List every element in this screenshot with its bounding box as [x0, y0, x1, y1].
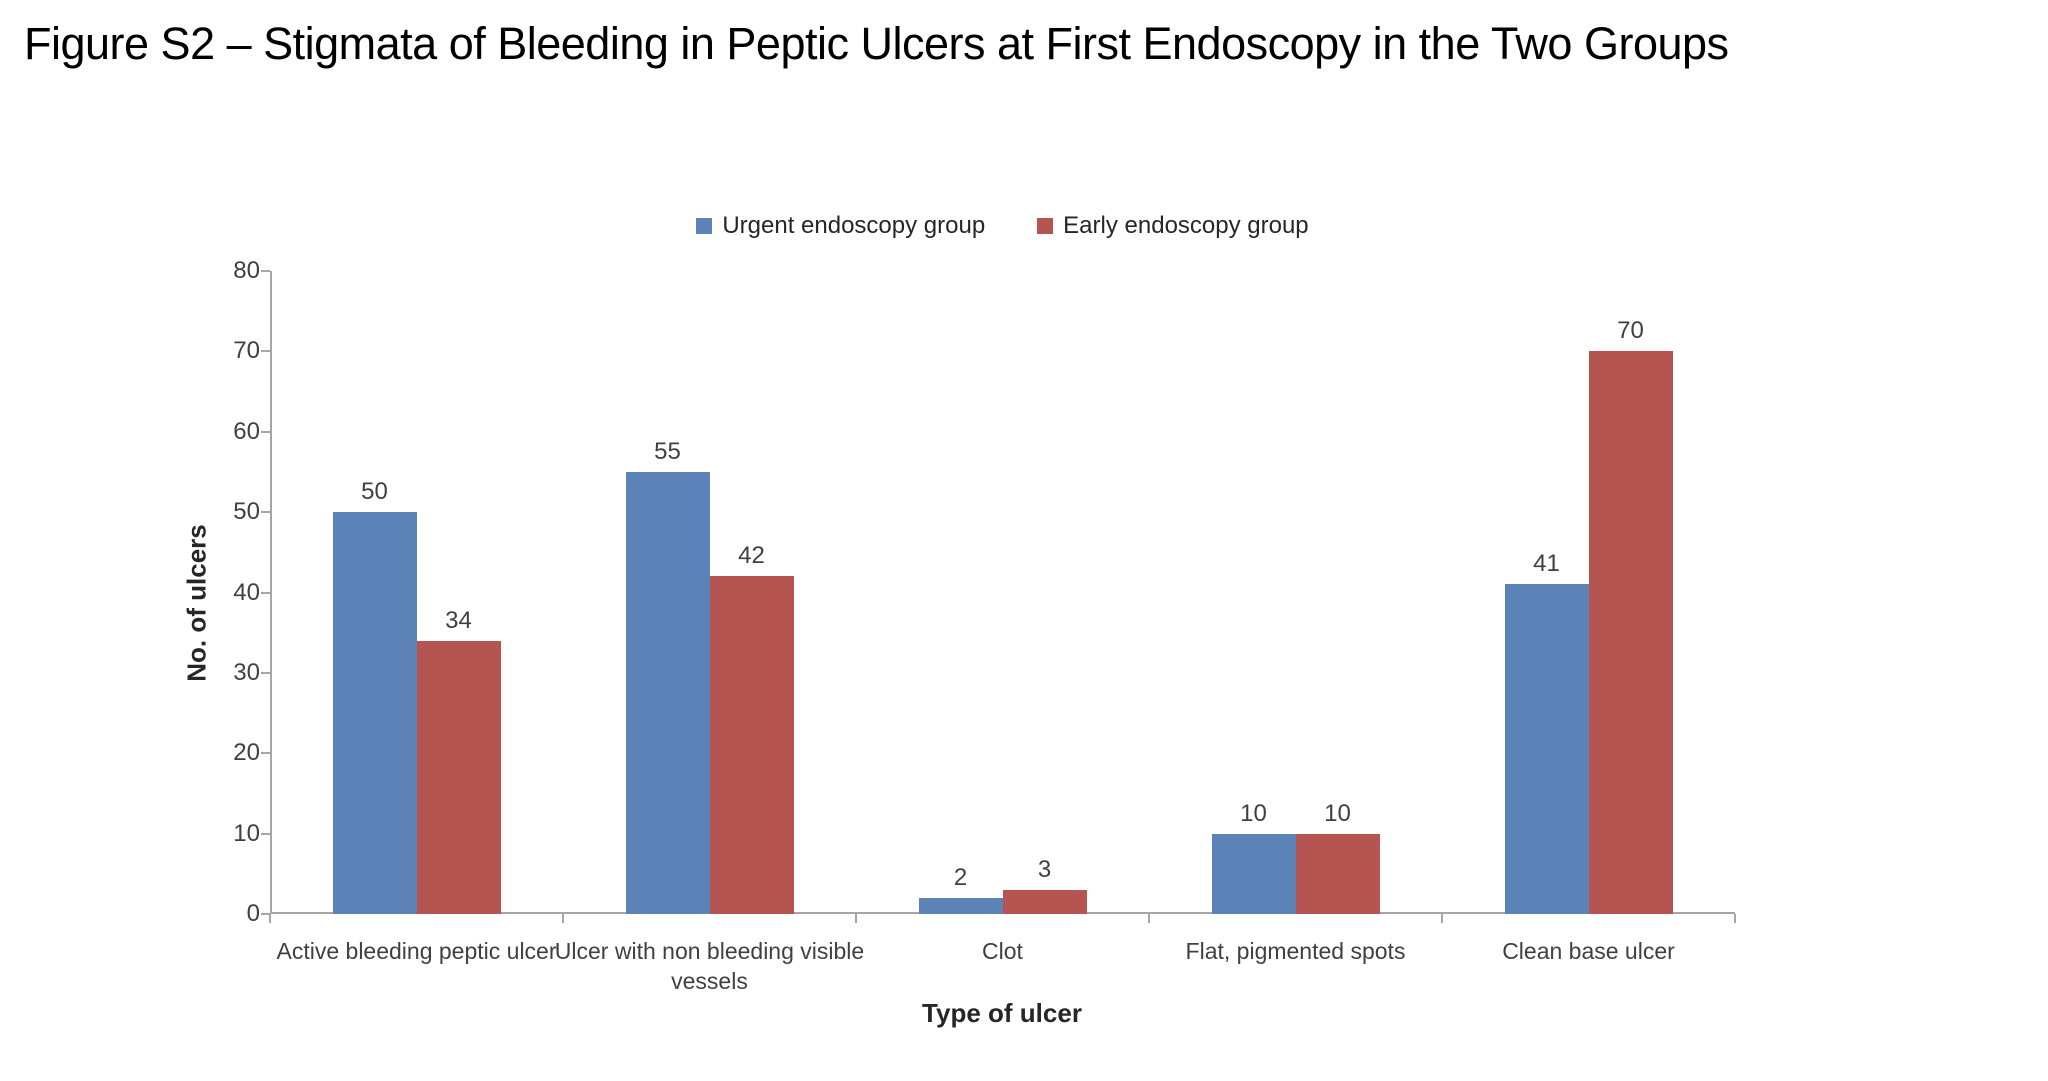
legend-label-early: Early endoscopy group: [1063, 212, 1309, 239]
legend-item-urgent: Urgent endoscopy group: [696, 212, 985, 240]
x-axis-tick: [855, 914, 857, 923]
bar-value-label: 70: [1617, 317, 1644, 345]
y-axis-tick-label: 70: [233, 337, 260, 365]
bar-early: [1002, 889, 1087, 914]
x-category-label: Active bleeding peptic ulcer: [276, 938, 557, 964]
x-axis-tick: [562, 914, 564, 923]
bar-early: [1295, 833, 1380, 914]
y-axis-tick-label: 0: [246, 900, 260, 927]
y-axis-tick-label: 50: [233, 498, 260, 526]
y-axis-tick: [261, 832, 270, 835]
bar-urgent: [625, 471, 710, 914]
bar-value-label: 2: [953, 863, 968, 891]
y-axis-tick: [261, 752, 270, 755]
y-axis-tick: [261, 511, 270, 514]
y-axis-tick-label: 60: [233, 417, 260, 445]
y-axis-tick-label: 80: [233, 257, 260, 284]
bar-value-label: 41: [1533, 550, 1560, 578]
y-axis-tick-label: 30: [233, 658, 260, 686]
y-axis-tick: [261, 671, 270, 674]
bar-urgent: [918, 897, 1003, 914]
y-axis-tick-label: 40: [233, 578, 260, 606]
legend-swatch-urgent-icon: [696, 218, 713, 234]
x-axis-tick: [1441, 914, 1443, 923]
bar-value-label: 42: [738, 542, 765, 570]
y-axis-tick: [261, 913, 270, 915]
y-axis-tick-label: 20: [233, 739, 260, 767]
x-category-label: Clean base ulcer: [1502, 938, 1675, 964]
y-axis-tick-label: 10: [233, 819, 260, 847]
legend-item-early: Early endoscopy group: [1037, 212, 1309, 240]
x-category-label: Flat, pigmented spots: [1185, 938, 1406, 964]
y-axis-tick: [261, 350, 270, 353]
bar-urgent: [332, 512, 417, 914]
x-axis-tick: [269, 914, 271, 923]
x-axis-title: Type of ulcer: [922, 998, 1082, 1028]
bar-value-label: 34: [445, 606, 472, 634]
bar-value-label: 3: [1037, 855, 1052, 883]
bar-urgent: [1504, 584, 1589, 914]
y-axis-tick: [261, 270, 270, 272]
bar-value-label: 10: [1324, 799, 1351, 827]
bar-value-label: 10: [1240, 799, 1267, 827]
bar-value-label: 55: [654, 437, 681, 465]
figure-title: Figure S2 – Stigmata of Bleeding in Pept…: [24, 18, 1729, 69]
x-category-label: Clot: [982, 938, 1023, 964]
legend-label-urgent: Urgent endoscopy group: [722, 212, 986, 239]
x-axis-tick: [1734, 914, 1736, 923]
bar-early: [709, 576, 794, 914]
x-category-label: Ulcer with non bleeding visible vessels: [554, 938, 865, 994]
legend-swatch-early-icon: [1037, 218, 1054, 234]
y-axis-tick: [261, 591, 270, 594]
bar-early: [416, 640, 501, 914]
bar-urgent: [1211, 833, 1296, 914]
x-axis-tick: [1148, 914, 1150, 923]
bar-value-label: 50: [361, 478, 388, 506]
bar-early: [1588, 351, 1673, 914]
y-axis-tick: [261, 430, 270, 433]
chart-legend: Urgent endoscopy group Early endoscopy g…: [270, 212, 1735, 240]
